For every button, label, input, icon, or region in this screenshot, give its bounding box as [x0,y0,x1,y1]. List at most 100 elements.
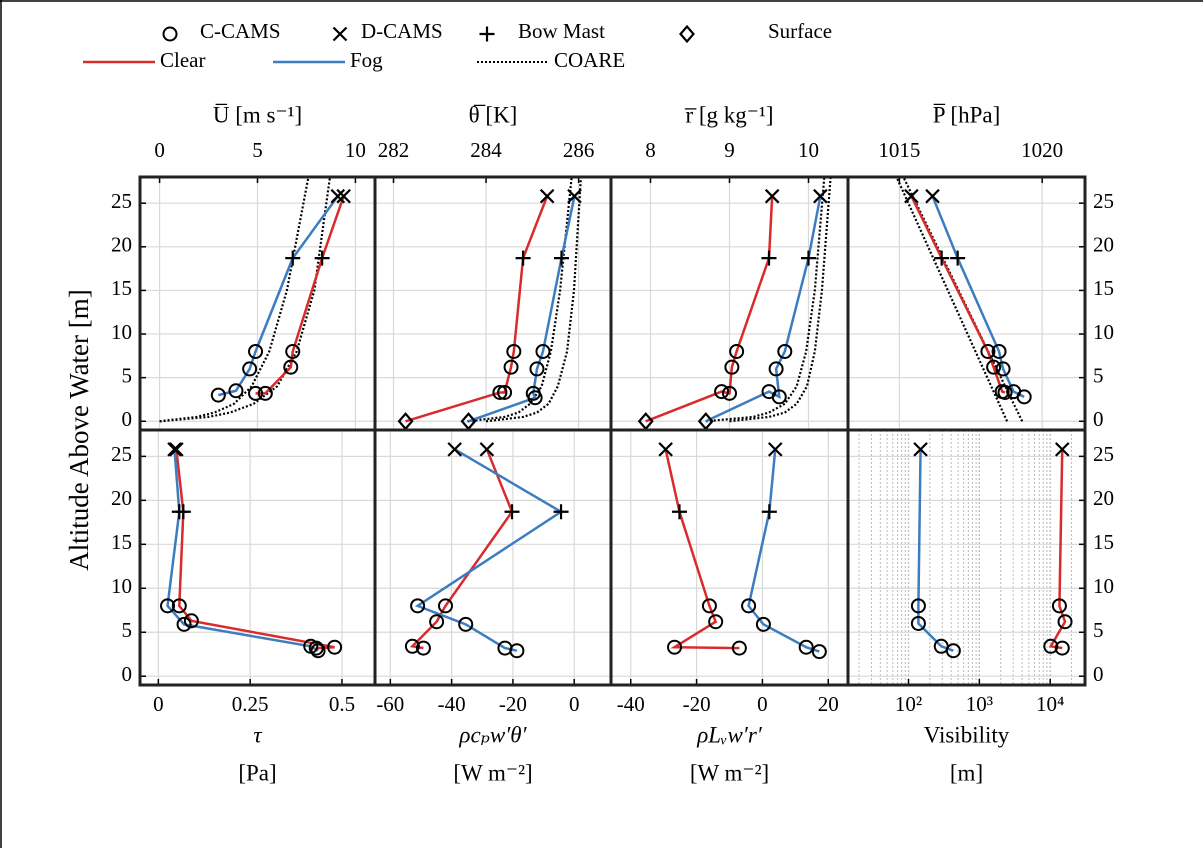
y-tick-label: 15 [1093,276,1114,300]
marker [1054,442,1070,457]
marker [314,250,330,266]
marker [437,598,453,614]
x-tick-label: 8 [645,138,656,162]
marker [257,385,273,401]
panel [848,177,1085,430]
x-axis-label: ρLᵥw′r′ [696,722,763,747]
marker [525,385,541,401]
marker [714,384,730,400]
marker [429,614,445,630]
x-tick-label: -40 [617,692,645,716]
marker [310,643,326,659]
y-tick-label: 20 [111,233,132,257]
marker [303,638,319,654]
marker [447,442,462,457]
x-tick-label: 284 [470,138,502,162]
series-line [1048,449,1067,650]
y-tick-label: 15 [1093,530,1114,554]
y-tick-label: 25 [1093,189,1114,213]
marker [934,250,950,266]
marker [160,598,176,614]
legend-marker [162,26,178,42]
marker [515,250,531,266]
legend-label: Fog [350,48,383,72]
marker [764,188,780,204]
panel-frame [846,428,1087,687]
marker [535,343,551,359]
panel [375,430,611,685]
x-axis-label: [Pa] [238,760,276,785]
series-line [910,195,1006,394]
x-axis-label: r̅ [g kg⁻¹] [685,102,774,127]
x-tick-label: 1015 [878,138,920,162]
x-axis-label: U̅ [m s⁻¹] [213,102,302,127]
coare-line [902,177,1024,422]
y-tick-label: 5 [122,363,133,387]
marker [741,598,757,614]
marker [567,188,582,204]
x-tick-label: 0.5 [329,692,355,716]
x-tick-label: 286 [563,138,595,162]
x-tick-label: 0 [154,138,165,162]
marker [811,644,827,660]
marker [169,442,184,457]
x-tick-label: 10³ [966,692,993,716]
coare-line [705,177,826,423]
x-tick-label: 0.25 [232,692,269,716]
marker [330,188,346,204]
marker [183,613,199,629]
marker [910,615,926,631]
series-line [931,195,1025,398]
marker [986,359,1002,375]
marker [503,359,519,375]
x-axis-label: τ [253,722,262,747]
marker [671,504,687,520]
legend-marker [332,26,348,42]
x-tick-label: 0 [153,692,164,716]
marker [176,616,192,632]
y-tick-label: 20 [1093,486,1114,510]
marker [771,389,787,405]
marker [336,188,351,204]
marker [667,639,683,655]
x-tick-label: 10² [895,692,922,716]
x-axis-label: Visibility [924,722,1010,747]
marker [950,250,966,266]
marker [798,639,814,655]
coare-line [485,177,583,423]
marker [755,616,771,632]
marker [497,384,513,400]
marker [813,188,828,204]
panel [611,177,848,430]
legend-marker [479,26,495,42]
series-line [645,196,774,423]
marker [1043,638,1059,654]
series-line [218,195,339,397]
marker [553,504,569,520]
x-tick-label: 0 [757,692,768,716]
y-tick-label: 0 [122,407,133,431]
marker [767,442,783,457]
marker [553,250,569,266]
marker [761,250,777,266]
marker [945,643,961,659]
marker [285,250,301,266]
marker [731,640,747,656]
y-tick-label: 5 [122,618,133,642]
marker [991,343,1007,359]
x-tick-label: 10⁴ [1036,692,1064,716]
marker [283,359,299,375]
marker [997,384,1013,400]
marker [479,442,495,457]
marker [777,343,793,359]
marker [768,361,784,377]
x-tick-label: 0 [569,692,580,716]
marker [492,384,508,400]
y-tick-label: 0 [1093,407,1104,431]
x-tick-label: 20 [818,692,839,716]
x-tick-label: 9 [724,138,735,162]
marker [529,361,545,377]
y-tick-label: 25 [111,442,132,466]
marker [658,442,673,457]
